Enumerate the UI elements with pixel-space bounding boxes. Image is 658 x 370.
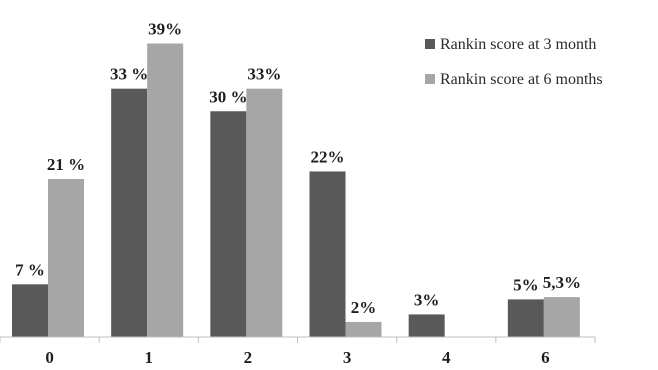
bar-s2-0 (48, 178, 84, 337)
x-tick-label-1: 1 (145, 348, 154, 365)
data-label-s2-3: 2% (351, 298, 377, 317)
x-tick-label-3: 3 (343, 348, 352, 365)
data-label-s1-4: 3% (414, 290, 440, 309)
data-label-s1-6: 5% (513, 275, 539, 294)
x-tick-label-2: 2 (244, 348, 253, 365)
bar-s1-4 (408, 314, 445, 337)
bar-s1-6 (507, 299, 544, 337)
data-label-s1-0: 7 % (15, 260, 45, 279)
bar-s1-0 (12, 284, 48, 337)
bar-s2-6 (543, 297, 580, 337)
data-labels-group: 7 % 21 % 33 % 39% 30 %33% 22% 2% 3% 5% 5,3% (15, 20, 581, 317)
bar-s2-2 (246, 88, 283, 337)
data-label-s2-6: 5,3% (543, 273, 581, 292)
legend-swatch-2 (425, 74, 435, 84)
data-label-s1-3: 22% (311, 147, 345, 166)
x-tick-label-4: 4 (442, 348, 451, 365)
legend-label-2: Rankin score at 6 months (440, 71, 603, 88)
data-label-s2-2: 33% (247, 65, 281, 84)
bar-s1-1 (111, 88, 148, 337)
bar-s1-2 (210, 111, 247, 337)
x-tick-label-0: 0 (45, 348, 54, 365)
legend-swatch-1 (425, 39, 435, 49)
data-label-s1-2: 30 % (209, 87, 247, 106)
data-label-s1-1: 33 % (110, 65, 148, 84)
bar-s2-1 (147, 43, 184, 338)
legend-label-1: Rankin score at 3 month (440, 36, 596, 53)
legend: Rankin score at 3 month Rankin score at 6… (425, 36, 603, 88)
x-tick-label-6: 6 (541, 348, 550, 365)
data-label-s2-1: 39% (148, 20, 182, 39)
bar-s1-3 (309, 171, 346, 337)
data-label-s2-0: 21 % (47, 155, 85, 174)
bars-group (12, 43, 580, 338)
bar-s2-3 (345, 321, 382, 337)
x-axis-ticks-group: 0 1 2 3 4 6 (0, 337, 596, 367)
